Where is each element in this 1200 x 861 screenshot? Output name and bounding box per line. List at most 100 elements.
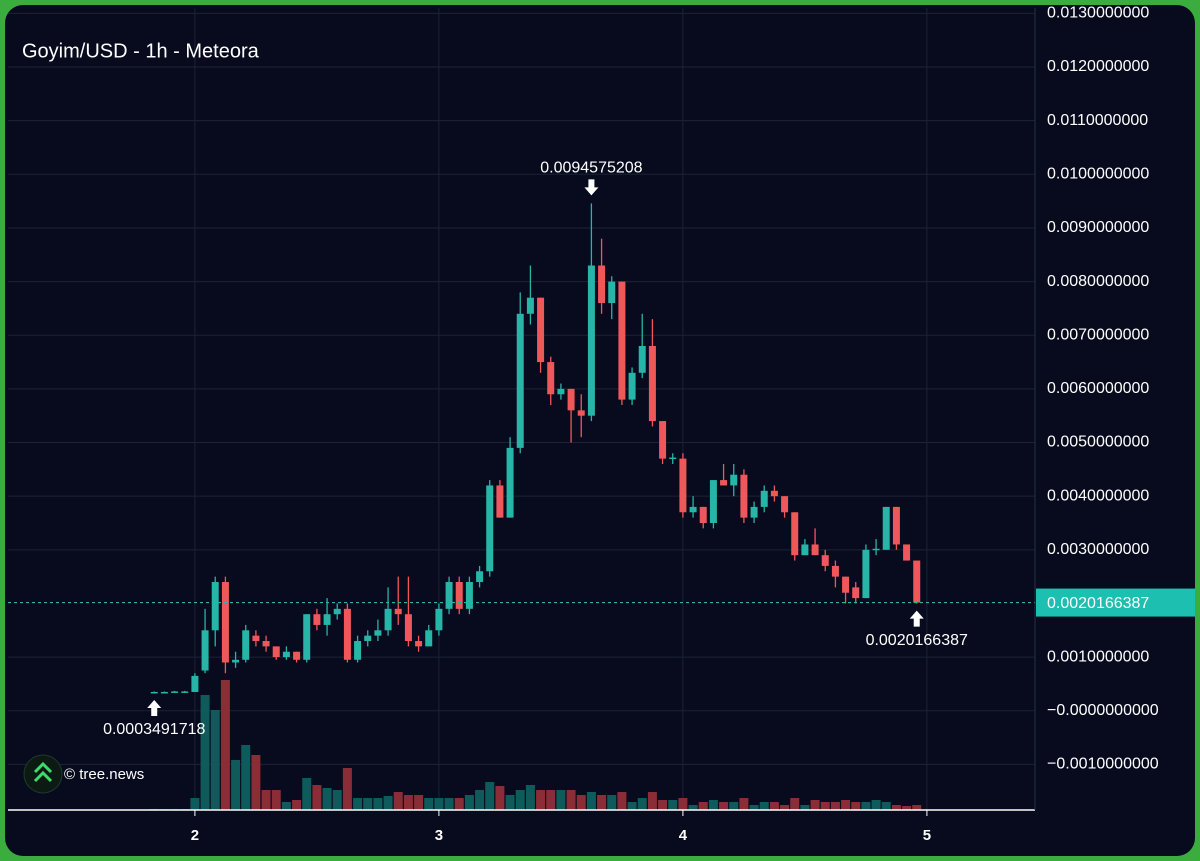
volume-bar — [586, 792, 596, 810]
volume-bar — [231, 760, 241, 810]
candle-body — [232, 659, 240, 663]
volume-bar — [841, 800, 851, 810]
candle-body — [638, 345, 646, 373]
volume-bar — [434, 798, 444, 810]
y-tick-label: −0.0000000000 — [1047, 702, 1159, 719]
annotation-label: 0.0094575208 — [540, 160, 642, 177]
volume-bar — [668, 800, 678, 810]
candle-body — [740, 474, 748, 518]
candle-body — [842, 576, 850, 593]
volume-bar — [454, 798, 464, 810]
volume-bar — [271, 790, 281, 810]
candle-body — [760, 490, 768, 507]
volume-bar — [190, 798, 200, 810]
last-price-tag — [1036, 588, 1195, 617]
y-tick-label: 0.0030000000 — [1047, 541, 1149, 558]
candle-body — [272, 646, 280, 658]
candle-body — [679, 458, 687, 513]
volume-bar — [536, 790, 546, 810]
candle-body — [892, 506, 900, 545]
candle-body — [557, 388, 565, 395]
candle-body — [455, 582, 463, 609]
candle-body — [781, 496, 789, 513]
candle-body — [415, 641, 423, 647]
volume-bar — [515, 790, 525, 810]
candle-body — [303, 614, 311, 660]
candle-body — [160, 691, 168, 694]
candle-body — [567, 388, 575, 411]
candle-body — [476, 571, 484, 583]
volume-bar — [637, 798, 647, 810]
volume-bar — [871, 800, 881, 810]
volume-bar — [749, 805, 759, 810]
candle-body — [465, 582, 473, 609]
volume-bar — [891, 805, 901, 810]
candle-body — [608, 281, 616, 304]
candle-body — [181, 691, 189, 693]
chart: Goyim/USD - 1h - Meteora © tree.news 0.0… — [8, 5, 1195, 844]
last-price-label: 0.0020166387 — [1047, 595, 1149, 612]
candle-body — [323, 614, 331, 625]
volume-bar — [820, 802, 830, 810]
candle-body — [821, 555, 829, 566]
volume-bar — [393, 792, 403, 810]
y-tick-label: 0.0040000000 — [1047, 487, 1149, 504]
volume-bar — [861, 802, 871, 810]
volume-bar — [220, 680, 230, 810]
annotation-arrow — [147, 700, 162, 717]
y-tick-label: −0.0010000000 — [1047, 756, 1159, 773]
candle-body — [445, 582, 453, 609]
x-tick-label: 5 — [923, 827, 931, 844]
candle-body — [791, 512, 799, 556]
volume-bar — [780, 805, 790, 810]
y-tick-label: 0.0090000000 — [1047, 219, 1149, 236]
y-tick-label: 0.0070000000 — [1047, 326, 1149, 343]
volume-bar — [556, 790, 566, 810]
candle-body — [150, 691, 158, 694]
candle-body — [506, 447, 514, 518]
candle-body — [354, 641, 362, 660]
candle-body — [516, 313, 524, 448]
x-tick-label: 2 — [191, 827, 199, 844]
volume-bar — [912, 805, 922, 810]
volume-bar — [312, 785, 322, 810]
y-tick-label: 0.0110000000 — [1047, 112, 1148, 129]
candle-body — [537, 297, 545, 363]
candle-body — [242, 630, 250, 660]
candle-body — [435, 608, 443, 631]
volume-bar — [597, 795, 607, 810]
annotation-arrow — [584, 179, 599, 196]
candle-body — [313, 614, 321, 625]
chart-title: Goyim/USD - 1h - Meteora — [22, 40, 260, 62]
candle-body — [831, 565, 839, 577]
volume-bar — [698, 802, 708, 810]
volume-layer — [149, 680, 922, 810]
candle-body — [293, 651, 301, 660]
volume-bar — [546, 790, 556, 810]
volume-bar — [332, 790, 342, 810]
candle-body — [384, 608, 392, 631]
candle-body — [211, 582, 219, 631]
volume-bar — [902, 806, 912, 810]
candle-body — [577, 410, 585, 416]
y-tick-label: 0.0120000000 — [1047, 58, 1149, 75]
volume-bar — [485, 782, 495, 810]
candle-body — [425, 630, 433, 647]
volume-bar — [363, 798, 373, 810]
volume-bar — [444, 798, 454, 810]
volume-bar — [658, 800, 668, 810]
candle-body — [486, 485, 494, 572]
volume-bar — [566, 790, 576, 810]
candle-body — [618, 281, 626, 400]
volume-bar — [719, 802, 729, 810]
candle-body — [913, 560, 921, 603]
candle-body — [201, 630, 209, 671]
volume-bar — [800, 805, 810, 810]
watermark: © tree.news — [64, 766, 144, 783]
candle-body — [343, 608, 351, 660]
candle-body — [252, 635, 260, 642]
volume-bar — [790, 798, 800, 810]
candle-body — [628, 372, 636, 400]
volume-bar — [617, 792, 627, 810]
volume-bar — [576, 795, 586, 810]
